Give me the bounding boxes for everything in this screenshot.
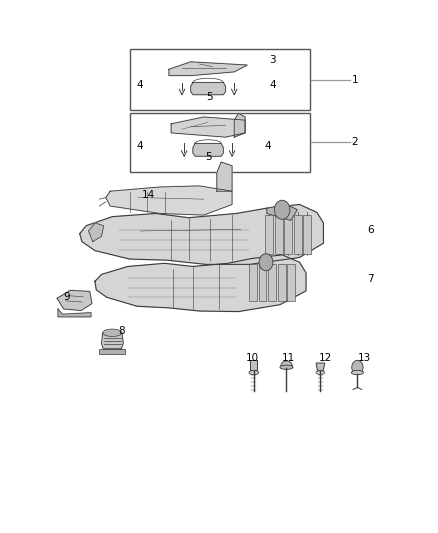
Text: 9: 9 bbox=[63, 292, 70, 302]
Text: 3: 3 bbox=[269, 55, 276, 64]
Polygon shape bbox=[95, 255, 306, 312]
Bar bbox=[265, 215, 273, 254]
Polygon shape bbox=[191, 83, 226, 95]
Ellipse shape bbox=[351, 370, 364, 375]
Polygon shape bbox=[80, 205, 323, 264]
Polygon shape bbox=[193, 143, 223, 156]
Ellipse shape bbox=[103, 329, 122, 336]
Polygon shape bbox=[106, 186, 232, 215]
Bar bbox=[249, 264, 257, 302]
Text: 4: 4 bbox=[269, 79, 276, 90]
Polygon shape bbox=[57, 290, 92, 311]
Text: 2: 2 bbox=[352, 137, 358, 147]
Bar bbox=[130, 49, 311, 110]
Text: 10: 10 bbox=[246, 353, 259, 362]
Text: 8: 8 bbox=[118, 326, 125, 336]
Ellipse shape bbox=[280, 365, 293, 369]
Bar bbox=[275, 215, 283, 254]
Bar bbox=[278, 264, 286, 302]
Polygon shape bbox=[316, 363, 325, 370]
Bar bbox=[99, 349, 125, 354]
Circle shape bbox=[259, 254, 273, 271]
Circle shape bbox=[274, 200, 290, 219]
Ellipse shape bbox=[249, 370, 258, 375]
Bar bbox=[258, 264, 266, 302]
Text: 12: 12 bbox=[319, 353, 332, 362]
Polygon shape bbox=[102, 333, 123, 350]
Bar bbox=[284, 215, 292, 254]
Text: 1: 1 bbox=[352, 75, 358, 85]
Bar bbox=[287, 264, 295, 302]
Bar bbox=[304, 215, 311, 254]
Bar bbox=[294, 215, 302, 254]
Text: 5: 5 bbox=[206, 92, 212, 102]
Text: 14: 14 bbox=[141, 190, 155, 200]
Ellipse shape bbox=[316, 370, 325, 374]
Text: 5: 5 bbox=[205, 152, 212, 162]
Circle shape bbox=[352, 360, 363, 374]
Bar bbox=[130, 113, 311, 172]
Polygon shape bbox=[217, 162, 232, 191]
Polygon shape bbox=[88, 223, 104, 241]
Text: 4: 4 bbox=[136, 141, 143, 151]
Polygon shape bbox=[58, 309, 91, 317]
Polygon shape bbox=[171, 117, 245, 137]
Bar bbox=[251, 360, 257, 370]
Bar bbox=[268, 264, 276, 302]
Text: 4: 4 bbox=[136, 79, 143, 90]
Polygon shape bbox=[234, 114, 245, 137]
Polygon shape bbox=[267, 205, 297, 220]
Text: 13: 13 bbox=[357, 353, 371, 362]
Text: 7: 7 bbox=[367, 274, 374, 284]
Text: 6: 6 bbox=[367, 225, 374, 236]
Text: 11: 11 bbox=[282, 353, 295, 362]
Text: 4: 4 bbox=[265, 141, 271, 151]
Polygon shape bbox=[169, 62, 247, 76]
